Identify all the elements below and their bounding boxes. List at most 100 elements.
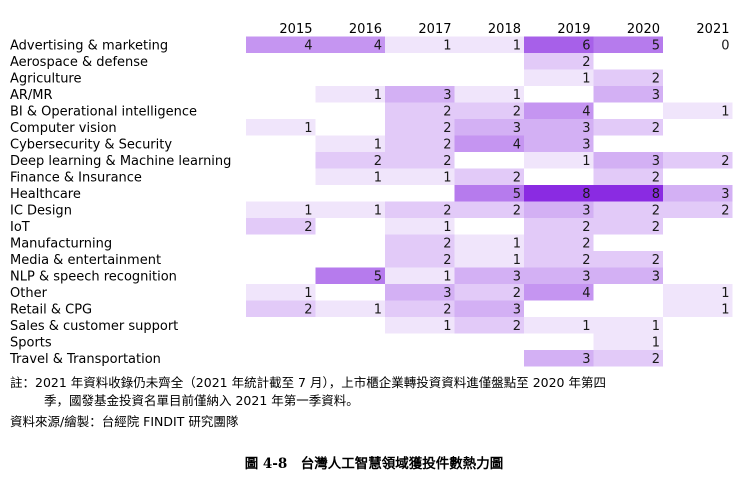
cell-value: 1 <box>582 154 590 169</box>
category-label: Advertising & marketing <box>10 39 168 54</box>
heatmap-cell <box>454 135 524 152</box>
cell-value: 2 <box>443 105 451 120</box>
cell-value: 5 <box>513 187 521 202</box>
category-label: Other <box>10 286 48 301</box>
heatmap-cell <box>524 152 594 169</box>
cell-value: 8 <box>582 187 590 202</box>
heatmap-cell <box>524 317 594 334</box>
heatmap-cell <box>315 135 385 152</box>
heatmap-cell <box>524 119 594 136</box>
category-label: NLP & speech recognition <box>10 270 177 285</box>
cell-value: 2 <box>582 55 590 70</box>
cell-value: 4 <box>304 39 312 54</box>
category-label: Computer vision <box>10 121 117 136</box>
heatmap-cell <box>663 300 733 317</box>
cell-value: 3 <box>582 204 590 219</box>
cell-value: 2 <box>443 303 451 318</box>
heatmap-cell <box>593 350 663 367</box>
source-credit: 資料來源/繪製：台經院 FINDIT 研究團隊 <box>10 414 239 429</box>
cell-value: 6 <box>582 39 590 54</box>
category-label: BI & Operational intelligence <box>10 105 197 120</box>
cell-value: 1 <box>374 303 382 318</box>
heatmap-cell <box>246 119 316 136</box>
cell-value: 2 <box>513 105 521 120</box>
heatmap-cell <box>454 119 524 136</box>
category-label: Media & entertainment <box>10 253 161 268</box>
heatmap-cell <box>385 152 455 169</box>
heatmap-cell <box>593 185 663 202</box>
cell-value: 2 <box>513 286 521 301</box>
cell-value: 1 <box>443 220 451 235</box>
figure-caption: 圖 4-8 台灣人工智慧領域獲投件數熱力圖 <box>244 456 504 472</box>
cell-value: 3 <box>652 270 660 285</box>
heatmap-cell <box>315 300 385 317</box>
cell-value: 5 <box>374 270 382 285</box>
cell-value: 1 <box>582 72 590 87</box>
heatmap-cell <box>454 185 524 202</box>
cell-value: 1 <box>304 121 312 136</box>
heatmap-cell <box>593 267 663 284</box>
cell-value: 2 <box>304 220 312 235</box>
heatmap-cell <box>524 185 594 202</box>
heatmap-cell <box>593 251 663 268</box>
heatmap-cell <box>593 152 663 169</box>
cell-value: 2 <box>443 237 451 252</box>
heatmap-cell <box>454 317 524 334</box>
cell-value: 3 <box>652 88 660 103</box>
cell-value: 3 <box>513 303 521 318</box>
heatmap-cell <box>593 218 663 235</box>
cell-value: 2 <box>443 121 451 136</box>
heatmap-cell <box>524 267 594 284</box>
category-label: AR/MR <box>10 88 53 103</box>
footnote-line-1: 註：2021 年資料收錄仍未齊全（2021 年統計截至 7 月），上市櫃企業轉投… <box>10 375 606 390</box>
cell-value: 2 <box>443 253 451 268</box>
cell-value: 3 <box>443 286 451 301</box>
cell-value: 3 <box>443 88 451 103</box>
cell-value: 2 <box>652 253 660 268</box>
heatmap-chart: 2015 2016 2017 2018 2019 2020 2021Advertising … <box>9 22 733 367</box>
cell-value: 1 <box>721 286 729 301</box>
category-label: Sports <box>10 336 52 351</box>
cell-value: 2 <box>582 237 590 252</box>
heatmap-cell <box>454 251 524 268</box>
heatmap-cell <box>593 69 663 86</box>
heatmap-cell <box>454 102 524 119</box>
category-label: Healthcare <box>10 187 81 202</box>
cell-value: 1 <box>652 336 660 351</box>
heatmap-cell <box>385 218 455 235</box>
category-label: Manufacturning <box>10 237 112 252</box>
year-label-2015: 2015 <box>279 22 312 37</box>
heatmap-cell <box>385 234 455 251</box>
heatmap-cell <box>315 152 385 169</box>
cell-value: 2 <box>652 171 660 186</box>
cell-value: 1 <box>443 319 451 334</box>
heatmap-cell <box>454 168 524 185</box>
cell-value: 3 <box>513 121 521 136</box>
cell-value: 5 <box>652 39 660 54</box>
category-label: Cybersecurity & Security <box>10 138 172 153</box>
cell-value: 2 <box>652 204 660 219</box>
cell-value: 1 <box>443 39 451 54</box>
cell-value: 3 <box>513 270 521 285</box>
cell-value: 2 <box>513 204 521 219</box>
cell-value: 3 <box>721 187 729 202</box>
heatmap-cell <box>524 251 594 268</box>
heatmap-cell <box>593 333 663 350</box>
category-label: IC Design <box>10 204 72 219</box>
heatmap-cell <box>385 168 455 185</box>
cell-value: 3 <box>582 352 590 367</box>
year-label-2021: 2021 <box>696 22 729 37</box>
cell-value: 2 <box>443 138 451 153</box>
heatmap-cell <box>385 267 455 284</box>
heatmap-cell <box>454 36 524 53</box>
heatmap-cell <box>524 36 594 53</box>
heatmap-cell <box>246 36 316 53</box>
cell-value: 2 <box>652 72 660 87</box>
heatmap-cell <box>385 102 455 119</box>
category-label: IoT <box>10 220 30 235</box>
heatmap-cell <box>385 36 455 53</box>
cell-value: 1 <box>582 319 590 334</box>
heatmap-cell <box>524 102 594 119</box>
cell-value: 2 <box>652 220 660 235</box>
cell-value: 2 <box>721 204 729 219</box>
